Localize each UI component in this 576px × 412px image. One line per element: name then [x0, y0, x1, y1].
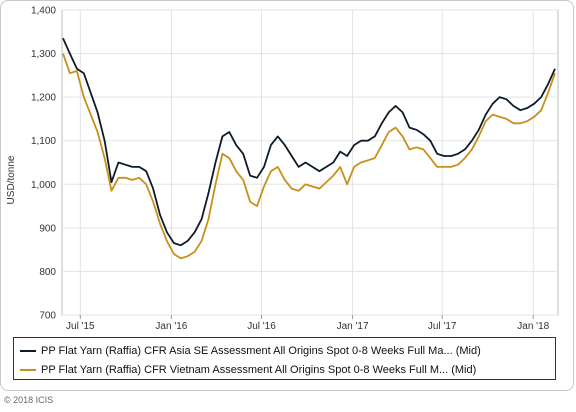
x-tick-label: Jan '17 — [337, 321, 369, 332]
x-tick-label: Jan '16 — [155, 321, 187, 332]
series-line-asia-se[interactable] — [62, 37, 556, 247]
y-tick-label: 900 — [39, 223, 56, 234]
legend-item[interactable]: PP Flat Yarn (Raffia) CFR Asia SE Assess… — [20, 341, 549, 360]
y-tick-label: 700 — [39, 311, 56, 322]
y-tick-label: 1,200 — [31, 93, 56, 104]
y-axis-title: USD/tonne — [6, 155, 17, 204]
x-tick-label: Jul '17 — [428, 321, 457, 332]
axis-layer: 700 800 900 1,000 1,100 1,200 1,300 1,400 Jul '1… — [31, 6, 550, 333]
y-tick-label: 1,300 — [31, 49, 56, 60]
copyright-text: © 2018 ICIS — [4, 395, 54, 405]
y-tick-label: 1,100 — [31, 136, 56, 147]
y-tick-label: 1,000 — [31, 180, 56, 191]
grid-layer — [61, 9, 559, 316]
price-chart: 700 800 900 1,000 1,100 1,200 1,300 1,400 Jul '1… — [6, 6, 559, 333]
legend-item[interactable]: PP Flat Yarn (Raffia) CFR Vietnam Assess… — [20, 360, 549, 379]
legend-swatch-asia-se — [20, 349, 36, 352]
series-layer — [62, 37, 556, 260]
chart-frame — [0, 0, 574, 391]
x-tick-label: Jan '18 — [517, 321, 549, 332]
series-line-vietnam[interactable] — [62, 53, 556, 260]
x-tick-label: Jul '16 — [247, 321, 276, 332]
legend: PP Flat Yarn (Raffia) CFR Asia SE Assess… — [13, 337, 556, 380]
legend-swatch-vietnam — [20, 368, 36, 371]
legend-label-asia-se: PP Flat Yarn (Raffia) CFR Asia SE Assess… — [41, 344, 481, 357]
x-tick-label: Jul '15 — [66, 321, 95, 332]
y-tick-label: 800 — [39, 267, 56, 278]
legend-label-vietnam: PP Flat Yarn (Raffia) CFR Vietnam Assess… — [41, 363, 477, 376]
plot-area — [61, 9, 559, 316]
y-tick-label: 1,400 — [31, 6, 56, 17]
